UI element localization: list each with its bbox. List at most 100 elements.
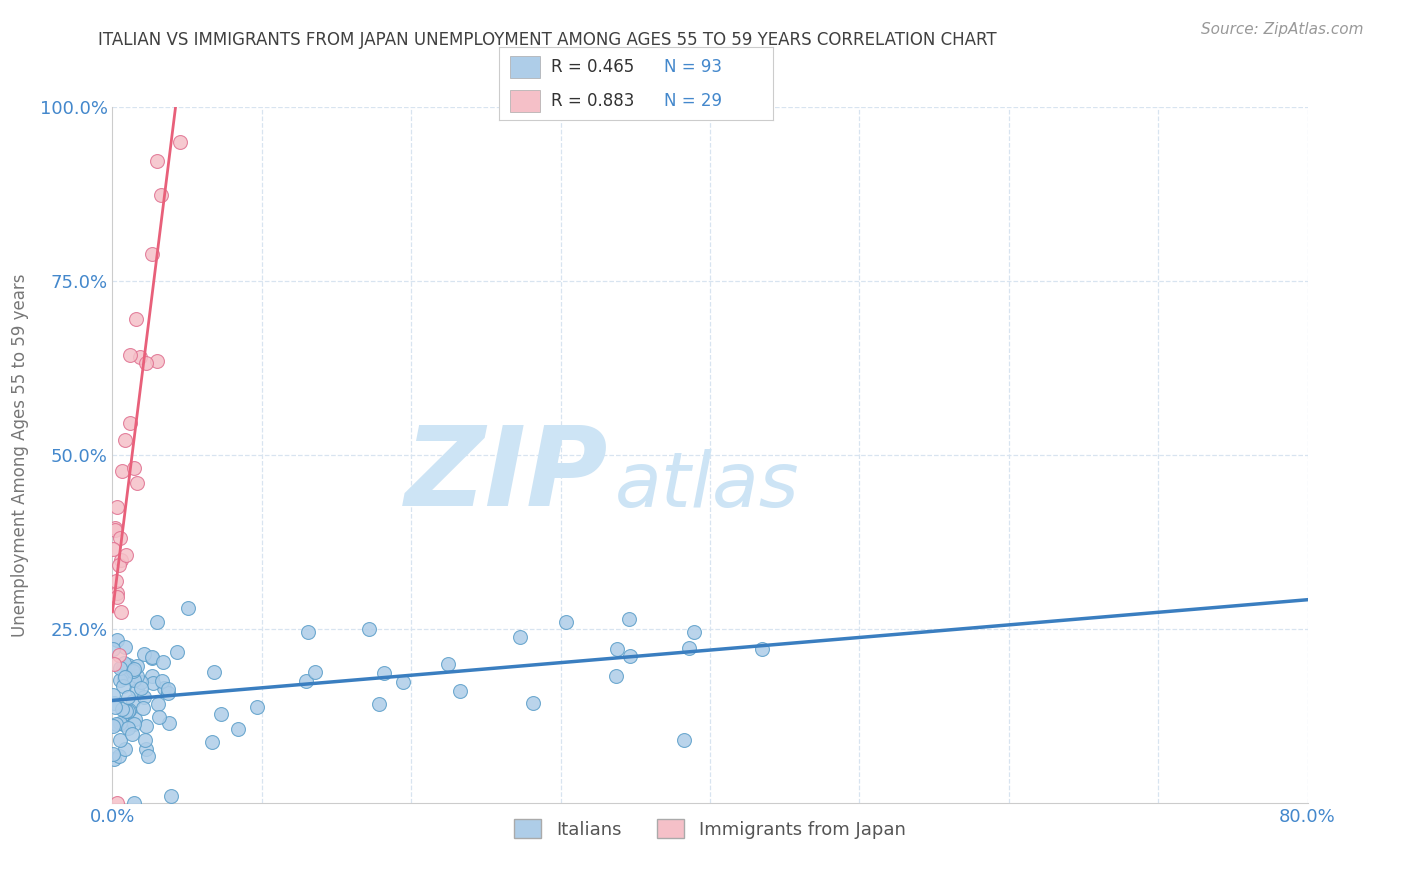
Point (122, 664, 145, 678)
Point (114, 640, 136, 654)
Point (159, 789, 181, 804)
Point (124, 712, 146, 726)
Point (104, 700, 127, 714)
Point (122, 673, 145, 687)
Point (304, 665, 326, 679)
Point (111, 464, 134, 478)
Point (108, 673, 131, 687)
Point (678, 640, 700, 655)
Point (201, 735, 224, 749)
Point (117, 657, 139, 672)
Point (150, 674, 173, 689)
Point (125, 475, 148, 490)
Point (141, 247, 163, 261)
Point (120, 671, 142, 685)
Point (129, 681, 152, 696)
Point (124, 461, 146, 475)
Point (142, 676, 165, 690)
Point (134, 690, 156, 705)
Point (115, 704, 138, 718)
Point (121, 727, 143, 741)
Point (295, 674, 318, 689)
Point (135, 719, 157, 733)
Point (107, 590, 129, 604)
Point (110, 553, 132, 567)
Point (112, 661, 135, 675)
Text: ITALIAN VS IMMIGRANTS FROM JAPAN UNEMPLOYMENT AMONG AGES 55 TO 59 YEARS CORRELAT: ITALIAN VS IMMIGRANTS FROM JAPAN UNEMPLO… (98, 31, 997, 49)
Point (202, 665, 225, 680)
Point (368, 698, 391, 712)
Point (246, 699, 269, 714)
Point (127, 683, 149, 698)
Point (105, 717, 128, 731)
Point (103, 642, 125, 657)
Text: N = 29: N = 29 (664, 92, 721, 110)
Point (135, 742, 157, 756)
Point (103, 688, 125, 702)
Point (169, 135, 191, 149)
Text: atlas: atlas (614, 450, 799, 524)
Y-axis label: Unemployment Among Ages 55 to 59 years: Unemployment Among Ages 55 to 59 years (10, 273, 28, 637)
Point (103, 696, 125, 710)
Point (605, 668, 627, 682)
Point (373, 666, 395, 681)
Point (357, 623, 380, 637)
Point (449, 684, 471, 698)
Point (110, 531, 132, 545)
Point (114, 742, 136, 756)
Point (105, 574, 128, 588)
Point (209, 706, 232, 721)
Point (118, 703, 141, 717)
Point (112, 717, 135, 731)
Point (122, 796, 145, 810)
Point (683, 625, 706, 640)
Point (129, 351, 152, 365)
Point (141, 669, 163, 683)
Point (125, 669, 148, 683)
Point (146, 615, 169, 629)
Point (108, 715, 131, 730)
Point (509, 630, 531, 644)
Point (619, 612, 641, 626)
Point (146, 698, 169, 712)
Point (105, 500, 128, 515)
Point (115, 660, 138, 674)
Point (108, 558, 131, 572)
Point (117, 704, 139, 718)
Point (391, 675, 413, 690)
Text: R = 0.465: R = 0.465 (551, 58, 634, 76)
Point (141, 650, 163, 665)
Point (105, 633, 128, 648)
Text: Source: ZipAtlas.com: Source: ZipAtlas.com (1201, 22, 1364, 37)
Point (117, 721, 139, 735)
Point (114, 433, 136, 447)
Point (134, 732, 156, 747)
Point (107, 648, 129, 662)
Point (141, 649, 163, 664)
Point (146, 154, 169, 169)
Point (104, 521, 127, 535)
Bar (510, 90, 540, 112)
Bar (510, 56, 540, 78)
Point (114, 670, 136, 684)
Point (554, 615, 576, 629)
Point (135, 356, 157, 370)
Point (105, 585, 128, 599)
Legend: Italians, Immigrants from Japan: Italians, Immigrants from Japan (508, 812, 912, 846)
Point (437, 657, 460, 671)
Point (125, 312, 148, 326)
Point (120, 416, 142, 430)
Point (156, 686, 179, 700)
Point (751, 641, 773, 656)
Point (122, 662, 145, 676)
Point (138, 748, 160, 763)
Point (606, 641, 628, 656)
Point (112, 671, 135, 685)
Point (108, 748, 131, 763)
Point (177, 601, 200, 615)
Point (103, 752, 125, 766)
Point (112, 679, 135, 693)
Point (122, 694, 145, 708)
Point (110, 605, 132, 619)
Point (152, 681, 174, 695)
